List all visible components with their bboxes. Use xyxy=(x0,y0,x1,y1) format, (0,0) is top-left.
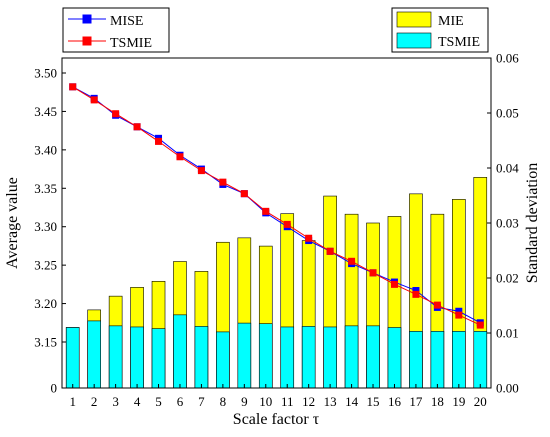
left-tick-label-6: 3.45 xyxy=(34,104,57,119)
bars-layer xyxy=(65,177,488,389)
point-tsmie-2 xyxy=(90,96,98,104)
legend-tsmie-marker xyxy=(82,36,92,46)
point-tsmie-5 xyxy=(155,137,163,145)
x-tick-label-18: 18 xyxy=(431,394,444,409)
legend-mise-marker xyxy=(82,14,92,24)
right-tick-label-6: 0.06 xyxy=(496,51,519,66)
right-tick-label-5: 0.05 xyxy=(496,106,519,121)
bar-tsmie-8 xyxy=(216,331,230,389)
point-tsmie-13 xyxy=(326,247,334,255)
x-tick-label-9: 9 xyxy=(241,394,248,409)
point-tsmie-9 xyxy=(240,190,248,198)
axes-layer: 1 2 3 4 5 6 7 8 9 10 11 12 13 14 15 16 17 18 19 203.153.203… xyxy=(34,51,519,410)
point-tsmie-8 xyxy=(219,178,227,186)
right-axis-label: Standard deviation xyxy=(524,163,541,283)
bar-tsmie-14 xyxy=(344,325,359,389)
left-axis-label: Average value xyxy=(4,177,21,269)
x-tick-label-14: 14 xyxy=(345,394,359,409)
bar-tsmie-20 xyxy=(473,331,488,389)
bar-tsmie-5 xyxy=(151,328,166,389)
point-tsmie-18 xyxy=(433,301,441,309)
bar-tsmie-17 xyxy=(409,331,423,389)
point-tsmie-15 xyxy=(369,269,377,277)
line-tsmie xyxy=(72,86,481,326)
x-axis-label: Scale factor τ xyxy=(233,411,320,428)
x-tick-label-17: 17 xyxy=(409,394,423,409)
point-tsmie-16 xyxy=(390,280,398,288)
bar-tsmie-18 xyxy=(430,331,445,389)
x-tick-label-12: 12 xyxy=(302,394,315,409)
left-tick-label-0: 3.15 xyxy=(34,335,57,350)
right-tick-label-1: 0.01 xyxy=(496,326,519,341)
bar-tsmie-9 xyxy=(237,322,252,389)
right-tick-label-0: 0.00 xyxy=(496,381,519,396)
point-tsmie-7 xyxy=(197,167,205,175)
x-tick-label-6: 6 xyxy=(177,394,184,409)
legend-lines: MISE TSMIE xyxy=(62,7,170,53)
lines-layer xyxy=(69,83,484,329)
point-tsmie-12 xyxy=(305,234,313,242)
bar-tsmie-10 xyxy=(258,323,273,389)
left-tick-label-1: 3.20 xyxy=(34,296,57,311)
point-tsmie-17 xyxy=(412,290,420,298)
bar-tsmie-19 xyxy=(452,331,466,389)
x-tick-label-2: 2 xyxy=(91,394,98,409)
left-tick-label-2: 3.25 xyxy=(34,258,57,273)
x-tick-label-5: 5 xyxy=(155,394,162,409)
legend-bars: MIE TSMIE xyxy=(391,7,489,53)
point-tsmie-3 xyxy=(112,110,120,118)
left-tick-label-zero: 0 xyxy=(51,381,58,396)
bar-tsmie-2 xyxy=(87,320,101,389)
bar-tsmie-7 xyxy=(194,326,209,389)
x-tick-label-13: 13 xyxy=(324,394,337,409)
x-tick-label-7: 7 xyxy=(198,394,205,409)
right-tick-label-4: 0.04 xyxy=(496,161,519,176)
bar-tsmie-1 xyxy=(65,327,80,389)
x-tick-label-1: 1 xyxy=(69,394,76,409)
left-tick-label-5: 3.40 xyxy=(34,142,57,157)
point-tsmie-10 xyxy=(262,207,270,215)
bar-tsmie-12 xyxy=(301,326,316,389)
x-tick-label-19: 19 xyxy=(452,394,465,409)
legend-tsmie-swatch xyxy=(396,32,432,49)
point-tsmie-6 xyxy=(176,153,184,161)
point-tsmie-4 xyxy=(133,123,141,131)
bar-tsmie-6 xyxy=(173,314,187,389)
right-tick-label-3: 0.03 xyxy=(496,216,519,231)
legend-mise-label: MISE xyxy=(110,14,143,29)
point-tsmie-19 xyxy=(455,311,463,319)
legend-tsmie-bar-label: TSMIE xyxy=(438,35,480,50)
x-tick-label-20: 20 xyxy=(474,394,487,409)
legend-tsmie-label: TSMIE xyxy=(110,36,152,51)
point-mise-19 xyxy=(455,307,463,315)
bar-tsmie-13 xyxy=(323,326,337,389)
point-tsmie-1 xyxy=(69,83,77,91)
legend-mie-label: MIE xyxy=(438,14,464,29)
point-tsmie-20 xyxy=(476,321,484,329)
x-tick-label-16: 16 xyxy=(388,394,402,409)
x-tick-label-3: 3 xyxy=(112,394,119,409)
bar-tsmie-3 xyxy=(108,325,123,389)
point-mise-17 xyxy=(412,287,420,295)
bar-tsmie-15 xyxy=(366,325,380,389)
bar-tsmie-11 xyxy=(280,326,295,389)
legend-lines-box xyxy=(62,7,170,53)
x-tick-label-11: 11 xyxy=(281,394,294,409)
bar-tsmie-16 xyxy=(387,327,402,389)
point-tsmie-11 xyxy=(283,220,291,228)
right-tick-label-2: 0.02 xyxy=(496,271,519,286)
x-tick-label-10: 10 xyxy=(259,394,272,409)
point-tsmie-14 xyxy=(348,257,356,265)
x-tick-label-15: 15 xyxy=(367,394,380,409)
bar-tsmie-4 xyxy=(130,326,144,389)
legend-mie-swatch xyxy=(396,11,432,28)
x-tick-label-8: 8 xyxy=(220,394,227,409)
left-tick-label-7: 3.50 xyxy=(34,66,57,81)
left-tick-label-3: 3.30 xyxy=(34,219,57,234)
x-tick-label-4: 4 xyxy=(134,394,141,409)
left-tick-label-4: 3.35 xyxy=(34,181,57,196)
